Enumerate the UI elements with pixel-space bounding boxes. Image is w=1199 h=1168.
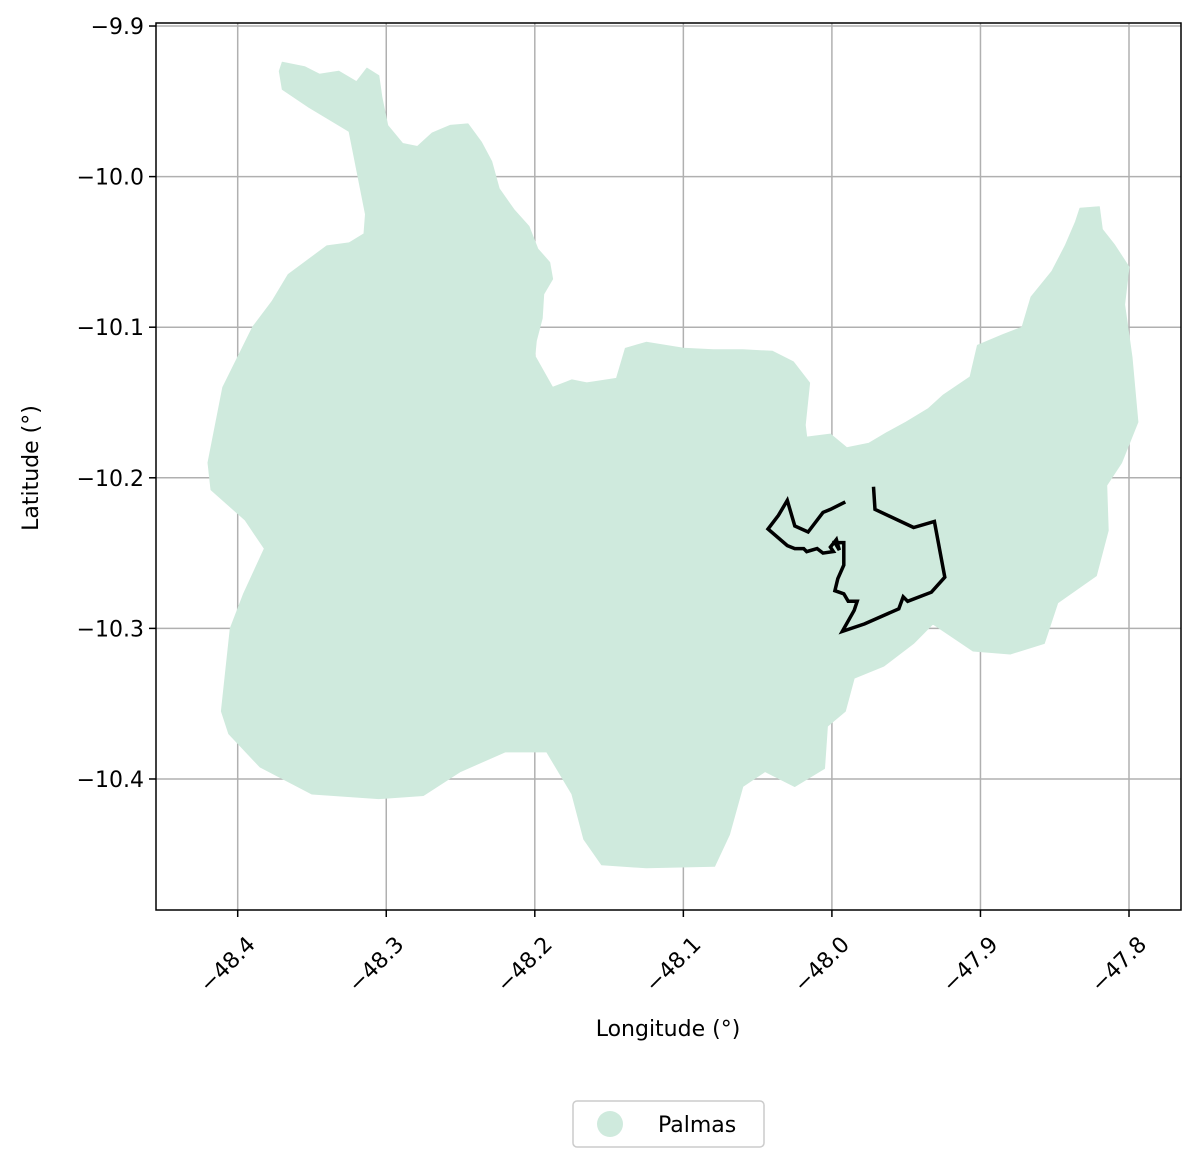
legend-label-palmas: Palmas — [658, 1113, 736, 1138]
y-tick-label: −10.1 — [77, 316, 144, 341]
x-axis-label: Longitude (°) — [596, 1017, 741, 1042]
x-tick-label: −48.3 — [344, 932, 409, 997]
x-tick-label: −48.1 — [641, 932, 706, 997]
y-tick-label: −10.4 — [77, 768, 144, 793]
y-axis-label: Latitude (°) — [19, 405, 44, 531]
y-tick-label: −10.0 — [77, 166, 144, 191]
x-tick-label: −47.8 — [1087, 932, 1152, 997]
x-tick-label: −47.9 — [938, 932, 1003, 997]
y-tick-label: −10.2 — [77, 467, 144, 492]
legend: Palmas — [572, 1100, 765, 1148]
x-tick-label: −48.4 — [195, 932, 260, 997]
legend-marker-palmas — [597, 1111, 623, 1137]
municipality-area-palmas — [207, 61, 1139, 869]
x-tick-label: −48.2 — [492, 932, 557, 997]
urban-boundary-outline — [765, 486, 947, 635]
plot-frame — [155, 22, 1182, 911]
map-layers — [207, 61, 1139, 869]
x-tick-label: −48.0 — [790, 932, 855, 997]
legend-frame — [572, 1100, 765, 1148]
y-tick-label: −10.3 — [77, 617, 144, 642]
y-tick-label: −9.9 — [91, 15, 144, 40]
